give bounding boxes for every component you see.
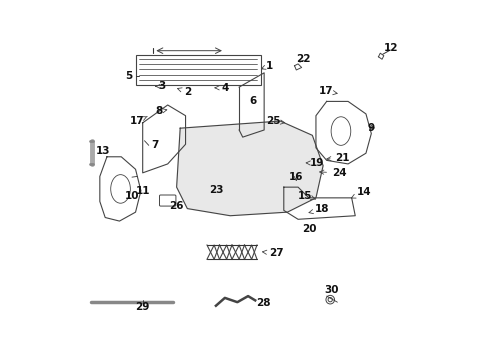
Text: 23: 23	[208, 185, 223, 195]
Text: 1: 1	[261, 61, 273, 71]
Text: 7: 7	[150, 140, 158, 150]
Text: 17: 17	[318, 86, 337, 96]
Text: 24: 24	[319, 168, 346, 178]
Text: 4: 4	[215, 83, 228, 93]
Text: 14: 14	[351, 187, 371, 198]
Text: 27: 27	[262, 248, 283, 258]
Text: 12: 12	[383, 43, 397, 53]
Text: 20: 20	[302, 224, 316, 234]
Text: 13: 13	[96, 147, 110, 157]
Text: 11: 11	[135, 186, 150, 196]
Text: 6: 6	[249, 96, 256, 107]
Bar	[135, 55, 260, 85]
Text: 15: 15	[297, 191, 315, 201]
Text: 28: 28	[255, 298, 270, 308]
Text: 5: 5	[124, 71, 132, 81]
Text: 19: 19	[305, 158, 324, 168]
Text: 29: 29	[135, 302, 150, 312]
Text: 30: 30	[324, 285, 339, 295]
Text: 8: 8	[156, 107, 166, 116]
Text: 18: 18	[308, 204, 329, 214]
Text: 17: 17	[130, 116, 147, 126]
Text: 16: 16	[288, 172, 303, 182]
Text: 21: 21	[326, 153, 349, 163]
Text: 10: 10	[124, 191, 139, 201]
Text: 9: 9	[367, 123, 374, 133]
Text: 3: 3	[156, 81, 166, 91]
Text: 25: 25	[265, 116, 284, 126]
Text: 2: 2	[177, 87, 191, 97]
Text: 22: 22	[296, 54, 310, 64]
Text: 26: 26	[169, 201, 183, 211]
Polygon shape	[176, 121, 323, 216]
